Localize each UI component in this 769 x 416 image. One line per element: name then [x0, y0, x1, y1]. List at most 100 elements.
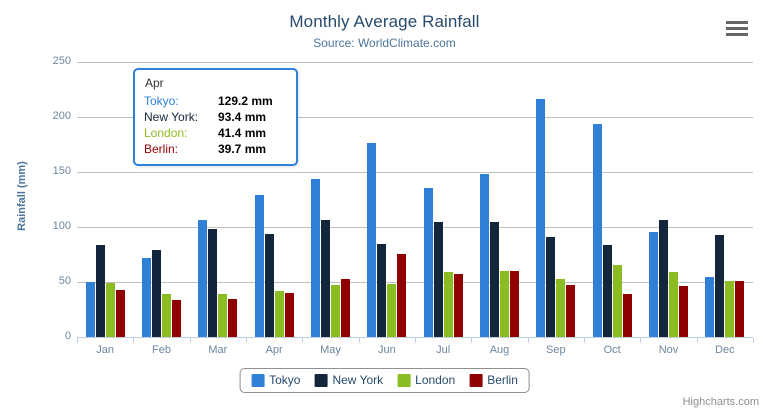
- y-axis-tick-label: 100: [52, 220, 71, 232]
- bar-london-dec[interactable]: [725, 280, 735, 337]
- bar-london-may[interactable]: [331, 285, 340, 337]
- bar-tokyo-jan[interactable]: [85, 282, 95, 337]
- bar-tokyo-jun[interactable]: [367, 143, 377, 337]
- legend-label: London: [415, 373, 456, 387]
- x-axis-label-jul[interactable]: Jul: [436, 344, 451, 356]
- bar-new-york-jun[interactable]: [377, 244, 387, 337]
- tooltip-row: Tokyo: 129.2 mm: [144, 93, 287, 109]
- bar-tokyo-may[interactable]: [311, 178, 320, 337]
- gridline: [77, 172, 753, 173]
- bar-tokyo-feb[interactable]: [142, 258, 151, 337]
- bar-london-nov[interactable]: [669, 271, 678, 337]
- x-axis-label-may[interactable]: May: [320, 344, 341, 356]
- bar-london-oct[interactable]: [612, 265, 622, 337]
- bar-london-jul[interactable]: [443, 272, 453, 337]
- bar-berlin-may[interactable]: [341, 279, 350, 337]
- bar-new-york-feb[interactable]: [152, 250, 161, 337]
- hamburger-bar: [726, 21, 748, 24]
- y-axis-tick-label: 250: [52, 55, 71, 67]
- x-axis-label-aug[interactable]: Aug: [489, 344, 510, 356]
- bar-berlin-feb[interactable]: [172, 300, 181, 337]
- bar-berlin-nov[interactable]: [679, 285, 688, 337]
- bar-london-sep[interactable]: [556, 279, 566, 337]
- bar-london-feb[interactable]: [162, 294, 171, 337]
- x-axis-label-dec[interactable]: Dec: [715, 344, 735, 356]
- legend-item-new-york[interactable]: New York: [314, 373, 383, 387]
- x-axis-tick: [696, 338, 698, 343]
- x-axis-tick: [640, 338, 642, 343]
- x-axis-label-nov[interactable]: Nov: [658, 344, 679, 356]
- bar-london-apr[interactable]: [274, 291, 284, 337]
- legend-item-berlin[interactable]: Berlin: [469, 373, 518, 387]
- x-axis-line: [77, 337, 753, 338]
- tooltip-series-value: 129.2 mm: [218, 94, 273, 108]
- bar-new-york-sep[interactable]: [546, 236, 556, 337]
- bar-tokyo-nov[interactable]: [649, 231, 658, 337]
- x-axis-tick: [471, 338, 473, 343]
- tooltip-series-name: London:: [144, 126, 188, 140]
- x-axis-label-sep[interactable]: Sep: [546, 344, 566, 356]
- bar-tokyo-oct[interactable]: [592, 123, 602, 337]
- bar-tokyo-mar[interactable]: [198, 219, 208, 337]
- y-axis-labels: 0 50 100 150 200 250: [27, 55, 71, 342]
- x-axis-label-jan[interactable]: Jan: [96, 344, 115, 356]
- x-axis-tick: [415, 338, 416, 343]
- bar-berlin-oct[interactable]: [622, 294, 632, 337]
- gridline: [77, 227, 753, 228]
- tooltip-series-name: Tokyo:: [144, 94, 179, 108]
- bar-new-york-aug[interactable]: [490, 222, 499, 337]
- bar-new-york-oct[interactable]: [602, 245, 612, 337]
- legend-swatch-icon: [397, 373, 411, 387]
- bar-tokyo-apr[interactable]: [254, 194, 264, 337]
- x-axis-tick: [189, 338, 191, 343]
- plot-area: [77, 62, 753, 338]
- hamburger-bar: [726, 27, 748, 30]
- credits-label[interactable]: Highcharts.com: [682, 396, 759, 408]
- bar-london-jan[interactable]: [105, 283, 115, 337]
- tooltip-series-name: New York:: [144, 110, 199, 124]
- bar-tokyo-sep[interactable]: [536, 98, 546, 337]
- x-axis-label-jun[interactable]: Jun: [377, 344, 396, 356]
- chart-tooltip: Apr Tokyo: 129.2 mm New York: 93.4 mm London…: [133, 68, 298, 166]
- x-axis-label-oct[interactable]: Oct: [603, 344, 621, 356]
- tooltip-series-value: 93.4 mm: [218, 110, 267, 124]
- gridline: [77, 282, 753, 283]
- bar-berlin-apr[interactable]: [284, 293, 294, 337]
- legend-item-tokyo[interactable]: Tokyo: [251, 373, 300, 387]
- legend-item-london[interactable]: London: [397, 373, 455, 387]
- y-axis-tick-label: 200: [52, 110, 71, 122]
- bar-new-york-jan[interactable]: [95, 245, 105, 337]
- tooltip-header: Apr: [145, 76, 164, 90]
- bar-new-york-dec[interactable]: [715, 235, 725, 337]
- x-axis-tick: [753, 338, 754, 343]
- bar-tokyo-aug[interactable]: [480, 173, 489, 337]
- gridline: [77, 117, 753, 118]
- x-axis-label-mar[interactable]: Mar: [208, 344, 228, 356]
- bar-berlin-jan[interactable]: [115, 290, 125, 337]
- x-axis-tick: [246, 338, 247, 343]
- bar-berlin-jun[interactable]: [397, 253, 407, 337]
- bar-berlin-sep[interactable]: [566, 284, 576, 337]
- bar-new-york-mar[interactable]: [208, 228, 218, 337]
- legend-swatch-icon: [251, 373, 265, 387]
- bar-berlin-dec[interactable]: [735, 280, 745, 337]
- y-axis-tick-label: 150: [52, 165, 71, 177]
- gridline: [77, 62, 753, 63]
- bar-tokyo-dec[interactable]: [705, 277, 715, 337]
- bar-london-mar[interactable]: [218, 293, 228, 337]
- bar-tokyo-jul[interactable]: [423, 187, 433, 337]
- x-axis-label-apr[interactable]: Apr: [265, 344, 283, 356]
- bar-new-york-may[interactable]: [321, 220, 330, 337]
- bar-london-aug[interactable]: [500, 271, 509, 337]
- bar-berlin-aug[interactable]: [510, 270, 519, 337]
- x-axis-label-feb[interactable]: Feb: [152, 344, 171, 356]
- bar-new-york-jul[interactable]: [433, 221, 443, 337]
- hamburger-menu-icon[interactable]: [723, 17, 751, 39]
- bar-berlin-jul[interactable]: [453, 273, 463, 337]
- bar-new-york-apr[interactable]: [264, 234, 274, 337]
- bar-new-york-nov[interactable]: [659, 219, 668, 337]
- bar-berlin-mar[interactable]: [228, 299, 238, 337]
- y-axis-tick-label: 0: [64, 330, 71, 342]
- x-axis-tick: [358, 338, 360, 343]
- bar-london-jun[interactable]: [387, 283, 397, 337]
